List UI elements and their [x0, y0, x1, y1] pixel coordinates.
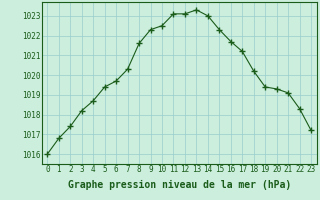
X-axis label: Graphe pression niveau de la mer (hPa): Graphe pression niveau de la mer (hPa): [68, 180, 291, 190]
